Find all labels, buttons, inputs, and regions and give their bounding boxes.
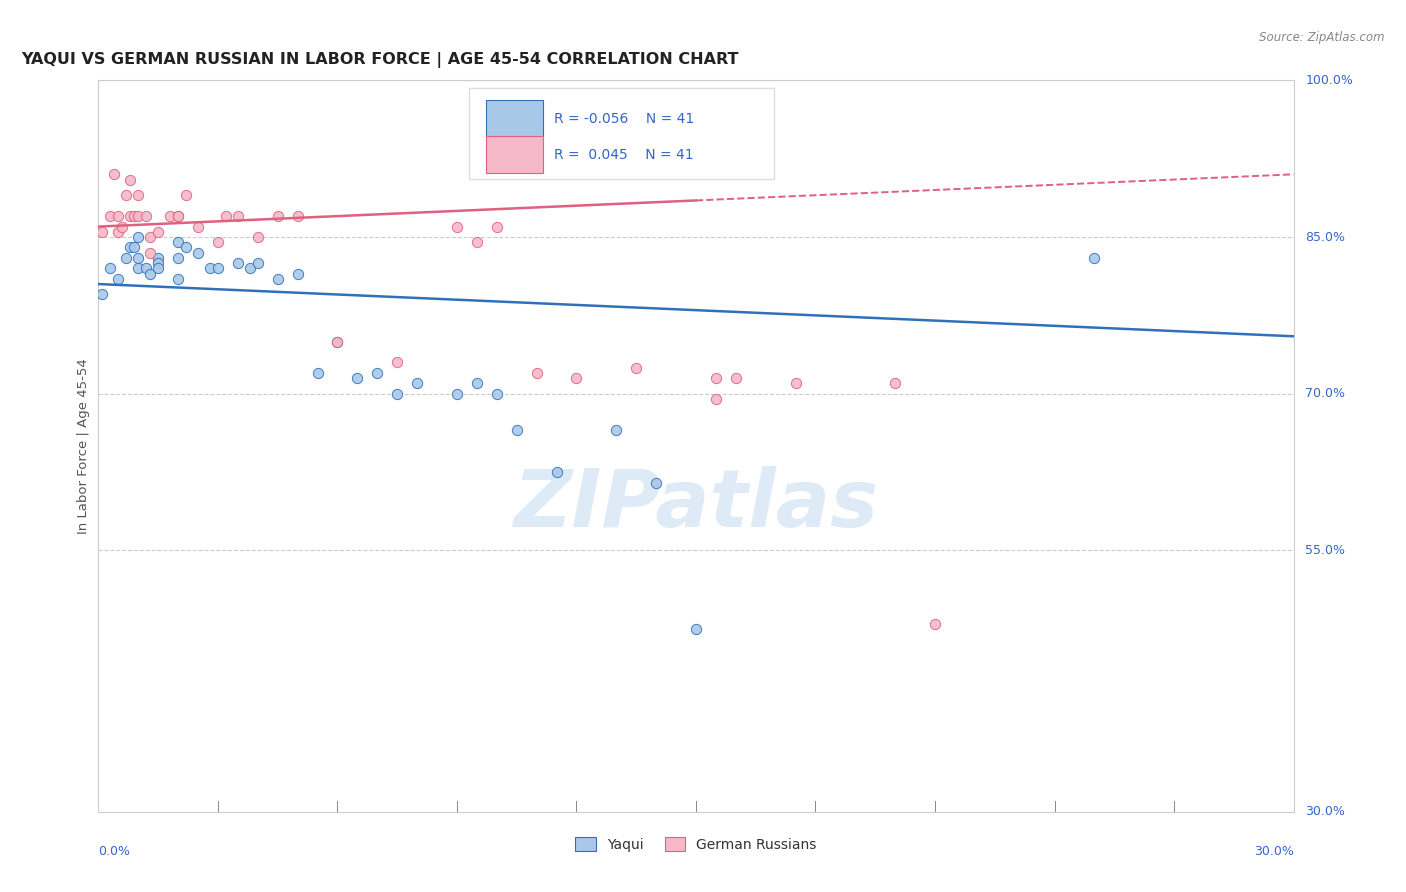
Point <box>605 423 627 437</box>
Text: 30.0%: 30.0% <box>1254 845 1294 857</box>
Legend: Yaqui, German Russians: Yaqui, German Russians <box>569 832 823 857</box>
Point <box>207 235 229 250</box>
Point <box>167 272 190 286</box>
Point <box>506 423 529 437</box>
Point <box>326 334 349 349</box>
Point <box>115 188 138 202</box>
Point <box>187 219 209 234</box>
Point <box>159 209 181 223</box>
Point <box>174 240 197 254</box>
Point <box>98 209 122 223</box>
Point <box>139 230 162 244</box>
Point <box>148 251 170 265</box>
Point <box>704 392 727 406</box>
Point <box>546 465 568 479</box>
Point <box>127 230 149 244</box>
Point <box>91 225 114 239</box>
Point <box>107 209 129 223</box>
Point <box>120 240 142 254</box>
Point <box>111 219 134 234</box>
Point <box>366 366 388 380</box>
Point <box>239 261 262 276</box>
Text: ZIPatlas: ZIPatlas <box>513 466 879 543</box>
Point <box>385 355 409 369</box>
Point <box>127 251 149 265</box>
Point <box>135 261 157 276</box>
Point <box>446 219 468 234</box>
Point <box>174 188 197 202</box>
Point <box>124 240 146 254</box>
Point <box>107 272 129 286</box>
Text: 30.0%: 30.0% <box>1306 805 1346 818</box>
Point <box>148 225 170 239</box>
Point <box>526 366 548 380</box>
Point <box>127 261 149 276</box>
Point <box>267 272 290 286</box>
Y-axis label: In Labor Force | Age 45-54: In Labor Force | Age 45-54 <box>77 358 90 534</box>
Point <box>127 188 149 202</box>
Point <box>924 616 946 631</box>
FancyBboxPatch shape <box>485 136 543 173</box>
Point <box>485 219 508 234</box>
Point <box>167 209 190 223</box>
Point <box>626 360 648 375</box>
Point <box>465 376 488 391</box>
Point <box>207 261 229 276</box>
Point <box>645 475 668 490</box>
Point <box>98 261 122 276</box>
Point <box>107 225 129 239</box>
Point <box>115 251 138 265</box>
Point <box>91 287 114 301</box>
Point <box>226 256 249 270</box>
Text: YAQUI VS GERMAN RUSSIAN IN LABOR FORCE | AGE 45-54 CORRELATION CHART: YAQUI VS GERMAN RUSSIAN IN LABOR FORCE |… <box>21 52 738 68</box>
Point <box>124 209 146 223</box>
Point <box>148 256 170 270</box>
Text: Source: ZipAtlas.com: Source: ZipAtlas.com <box>1260 31 1385 45</box>
Point <box>287 267 309 281</box>
Point <box>120 172 142 186</box>
Point <box>139 267 162 281</box>
Point <box>1083 251 1105 265</box>
Point <box>465 235 488 250</box>
Text: 70.0%: 70.0% <box>1306 387 1346 401</box>
Text: 85.0%: 85.0% <box>1306 230 1346 244</box>
Point <box>215 209 238 223</box>
Point <box>884 376 907 391</box>
Point <box>246 230 269 244</box>
Point <box>103 167 125 181</box>
Point <box>167 209 190 223</box>
Text: R = -0.056    N = 41: R = -0.056 N = 41 <box>554 112 695 126</box>
Point <box>785 376 807 391</box>
Point <box>187 245 209 260</box>
Point <box>346 371 368 385</box>
Point <box>326 334 349 349</box>
Point <box>167 251 190 265</box>
Point <box>307 366 329 380</box>
Text: R =  0.045    N = 41: R = 0.045 N = 41 <box>554 148 693 161</box>
Point <box>446 386 468 401</box>
Point <box>148 261 170 276</box>
Point <box>139 245 162 260</box>
Point <box>198 261 221 276</box>
Text: 55.0%: 55.0% <box>1306 544 1346 557</box>
Point <box>565 371 588 385</box>
Point <box>127 209 149 223</box>
FancyBboxPatch shape <box>485 100 543 137</box>
Point <box>724 371 747 385</box>
Point <box>167 235 190 250</box>
Point <box>685 622 707 636</box>
Point <box>704 371 727 385</box>
Point <box>287 209 309 223</box>
Point <box>135 209 157 223</box>
Text: 100.0%: 100.0% <box>1306 74 1354 87</box>
Point <box>267 209 290 223</box>
Point <box>385 386 409 401</box>
Text: 0.0%: 0.0% <box>98 845 131 857</box>
Point <box>485 386 508 401</box>
Point <box>120 209 142 223</box>
FancyBboxPatch shape <box>470 87 773 179</box>
Point <box>406 376 429 391</box>
Point <box>246 256 269 270</box>
Point <box>226 209 249 223</box>
